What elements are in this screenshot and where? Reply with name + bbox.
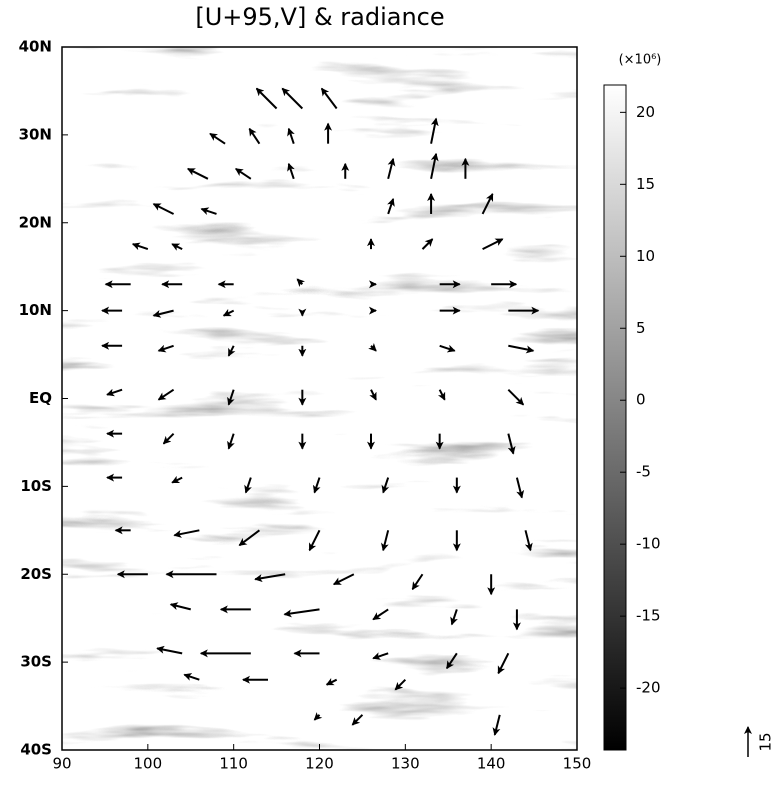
y-tick-label: 40S bbox=[20, 741, 52, 759]
wind-vector bbox=[380, 530, 390, 552]
wind-vector bbox=[430, 152, 439, 180]
wind-vector bbox=[235, 167, 252, 180]
chart-title: [U+95,V] & radiance bbox=[195, 3, 444, 31]
y-tick-label: 30N bbox=[19, 125, 52, 143]
x-tick-label: 90 bbox=[52, 755, 71, 773]
wind-vector bbox=[162, 432, 175, 445]
wind-vector bbox=[296, 278, 306, 288]
x-tick-label: 110 bbox=[219, 755, 248, 773]
wind-vector bbox=[369, 389, 377, 401]
wind-vector bbox=[325, 677, 338, 686]
wind-vector bbox=[387, 198, 395, 215]
wind-vector bbox=[450, 609, 458, 626]
wind-vector bbox=[227, 433, 235, 450]
y-tick-label: 20S bbox=[20, 565, 52, 583]
y-tick-label: EQ bbox=[29, 389, 52, 407]
wind-vector bbox=[222, 308, 235, 317]
wind-vector bbox=[411, 573, 424, 591]
colorbar-tick-label: -10 bbox=[636, 535, 661, 553]
wind-vector bbox=[481, 193, 494, 215]
wind-vector bbox=[283, 608, 320, 618]
wind-vector bbox=[183, 673, 200, 681]
colorbar-tick-label: 10 bbox=[636, 247, 655, 265]
wind-vector bbox=[439, 344, 456, 353]
x-tick-label: 140 bbox=[477, 755, 506, 773]
wind-vector bbox=[157, 388, 175, 401]
wind-vector bbox=[152, 203, 175, 215]
wind-vector bbox=[524, 530, 533, 552]
wind-vector bbox=[281, 87, 304, 110]
wind-vector bbox=[169, 602, 191, 611]
wind-vector bbox=[312, 477, 321, 494]
wind-vector bbox=[131, 242, 149, 251]
wind-vector bbox=[244, 477, 252, 494]
wind-vector bbox=[313, 712, 323, 721]
radiance-field bbox=[62, 47, 577, 750]
wind-vector bbox=[227, 345, 236, 357]
wind-vector bbox=[308, 529, 321, 552]
wind-vector bbox=[238, 529, 261, 547]
wind-vector bbox=[446, 652, 458, 670]
wind-vector bbox=[507, 389, 525, 406]
wind-vector bbox=[351, 714, 364, 726]
colorbar-tick-label: 0 bbox=[636, 391, 646, 409]
wind-vector bbox=[156, 645, 183, 655]
colorbar-label: (×10⁶) bbox=[619, 53, 662, 68]
wind-vector bbox=[171, 243, 183, 251]
wind-vector bbox=[437, 389, 446, 401]
wind-vector bbox=[508, 344, 535, 354]
wind-vector bbox=[394, 678, 407, 691]
wind-vector bbox=[209, 132, 226, 145]
wind-vector bbox=[492, 714, 501, 736]
x-tick-label: 130 bbox=[391, 755, 420, 773]
colorbar-tick-label: -20 bbox=[636, 679, 661, 697]
wind-vector bbox=[157, 344, 174, 353]
wind-vector bbox=[387, 157, 396, 180]
wind-vector bbox=[287, 162, 295, 180]
wind-vector bbox=[320, 87, 338, 110]
y-tick-label: 10S bbox=[20, 477, 52, 495]
wind-vector bbox=[430, 117, 439, 144]
x-tick-label: 150 bbox=[563, 755, 592, 773]
colorbar-tick-label: 5 bbox=[636, 319, 646, 337]
wind-vector bbox=[106, 388, 123, 397]
y-tick-label: 40N bbox=[19, 38, 52, 56]
wind-vector bbox=[173, 529, 200, 538]
wind-vector bbox=[248, 127, 261, 145]
x-tick-label: 120 bbox=[305, 755, 334, 773]
wind-vector bbox=[171, 475, 183, 484]
wind-vector bbox=[381, 477, 390, 494]
colorbar-tick-label: 20 bbox=[636, 103, 655, 121]
reference-label: 15 bbox=[757, 732, 775, 751]
x-tick-label: 100 bbox=[134, 755, 163, 773]
wind-vector bbox=[515, 477, 525, 499]
wind-vector bbox=[332, 573, 355, 586]
wind-vector bbox=[255, 87, 278, 110]
wind-vector bbox=[482, 238, 504, 251]
wind-vector bbox=[368, 342, 377, 352]
colorbar-tick-label: -15 bbox=[636, 607, 661, 625]
wind-vector bbox=[372, 608, 389, 621]
colorbar bbox=[603, 84, 627, 751]
wind-vector bbox=[507, 433, 516, 455]
y-tick-label: 20N bbox=[19, 213, 52, 231]
wind-vector bbox=[287, 127, 295, 144]
wind-vector bbox=[227, 389, 235, 406]
wind-vector bbox=[372, 652, 389, 660]
wind-vector bbox=[497, 652, 510, 675]
wind-vector bbox=[421, 238, 434, 250]
wind-vector bbox=[187, 167, 209, 180]
y-tick-label: 30S bbox=[20, 653, 52, 671]
wind-vector bbox=[200, 207, 217, 215]
y-tick-label: 10N bbox=[19, 301, 52, 319]
colorbar-tick-label: -5 bbox=[636, 463, 651, 481]
wind-vector bbox=[152, 309, 174, 318]
wind-vector bbox=[254, 573, 286, 583]
colorbar-tick-label: 15 bbox=[636, 175, 655, 193]
